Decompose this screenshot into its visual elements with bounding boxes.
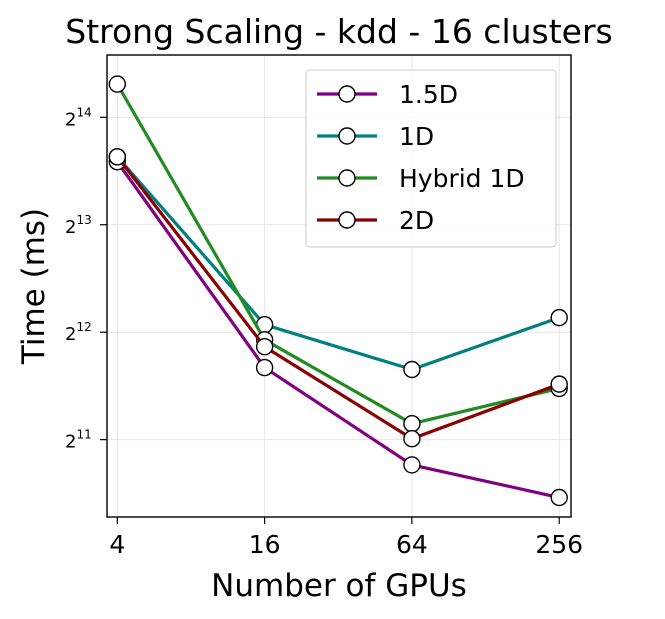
chart-title: Strong Scaling - kdd - 16 clusters <box>65 12 612 51</box>
legend-marker <box>338 169 356 187</box>
x-axis-ticks: 4 16 64 256 <box>109 517 583 559</box>
data-point-1d <box>403 360 421 379</box>
legend-entry-hybrid-1d: Hybrid 1D <box>317 164 525 193</box>
legend-entry-1d: 1D <box>317 122 434 151</box>
legend-label: 1.5D <box>399 80 458 109</box>
x-tick-label: 256 <box>535 530 583 559</box>
plot-frame <box>106 54 572 518</box>
y-tick-label: 211 <box>65 428 92 453</box>
y-tick-label: 212 <box>65 320 92 345</box>
legend-box <box>305 69 557 248</box>
y-tick-label: 213 <box>65 213 92 238</box>
series-line-1-5d <box>116 160 560 500</box>
series-line-1d <box>116 155 560 372</box>
data-point-1-5d <box>403 456 421 474</box>
legend: 1.5D 1D Hybrid 1D 2D <box>305 69 557 248</box>
legend-label: 2D <box>399 206 434 235</box>
legend-marker <box>338 85 356 103</box>
series-layer <box>108 75 568 507</box>
x-tick-label: 64 <box>396 530 428 559</box>
legend-marker <box>338 211 356 229</box>
data-point-1d <box>550 308 568 327</box>
y-tick-label: 214 <box>65 105 92 130</box>
x-tick-label: 16 <box>249 530 281 559</box>
data-point-2d <box>255 338 274 356</box>
y-axis-ticks: 211 212 213 214 <box>65 105 107 453</box>
data-point-hybrid-1d <box>403 414 421 433</box>
legend-entry-2d: 2D <box>317 206 434 235</box>
data-point-hybrid-1d <box>108 75 127 93</box>
data-point-2d <box>550 375 568 393</box>
data-point-2d <box>403 430 421 448</box>
legend-marker <box>338 127 356 145</box>
legend-label: Hybrid 1D <box>399 164 525 193</box>
series-2d <box>108 148 568 448</box>
x-tick-label: 4 <box>109 530 125 559</box>
data-point-2d <box>108 148 127 166</box>
x-axis-label: Number of GPUs <box>211 568 467 604</box>
legend-entry-1-5d: 1.5D <box>317 80 458 109</box>
y-axis-label: Time (ms) <box>16 208 52 365</box>
data-point-1-5d <box>255 358 274 377</box>
series-line-hybrid-1d <box>115 83 560 426</box>
data-point-1-5d <box>550 488 568 507</box>
series-line-2d <box>116 155 560 441</box>
series-1-5d <box>108 153 568 507</box>
legend-label: 1D <box>399 122 434 151</box>
